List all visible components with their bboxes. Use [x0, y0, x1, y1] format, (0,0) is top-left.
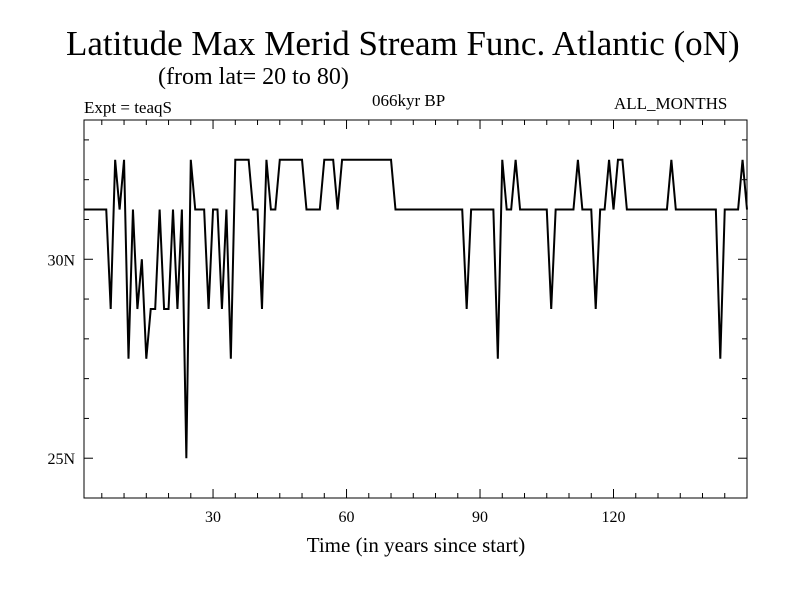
months-label: ALL_MONTHS — [614, 94, 728, 113]
experiment-label: Expt = teaqS — [84, 98, 172, 117]
tick-labels: 30 60 90 120 25N 30N — [47, 252, 625, 526]
axis-ticks — [84, 120, 747, 499]
chart-title: Latitude Max Merid Stream Func. Atlantic… — [66, 24, 740, 63]
period-label: 066kyr BP — [372, 91, 446, 110]
x-tick-label: 30 — [205, 509, 221, 526]
x-axis-label: Time (in years since start) — [307, 533, 526, 557]
series-line-latitude — [84, 158, 748, 459]
y-tick-label: 30N — [47, 252, 75, 269]
plot-frame — [83, 119, 748, 499]
chart-subtitle: (from lat= 20 to 80) — [158, 64, 349, 90]
x-tick-label: 120 — [602, 509, 626, 526]
y-tick-label: 25N — [47, 451, 75, 468]
x-tick-label: 90 — [472, 509, 488, 526]
x-tick-label: 60 — [339, 509, 355, 526]
